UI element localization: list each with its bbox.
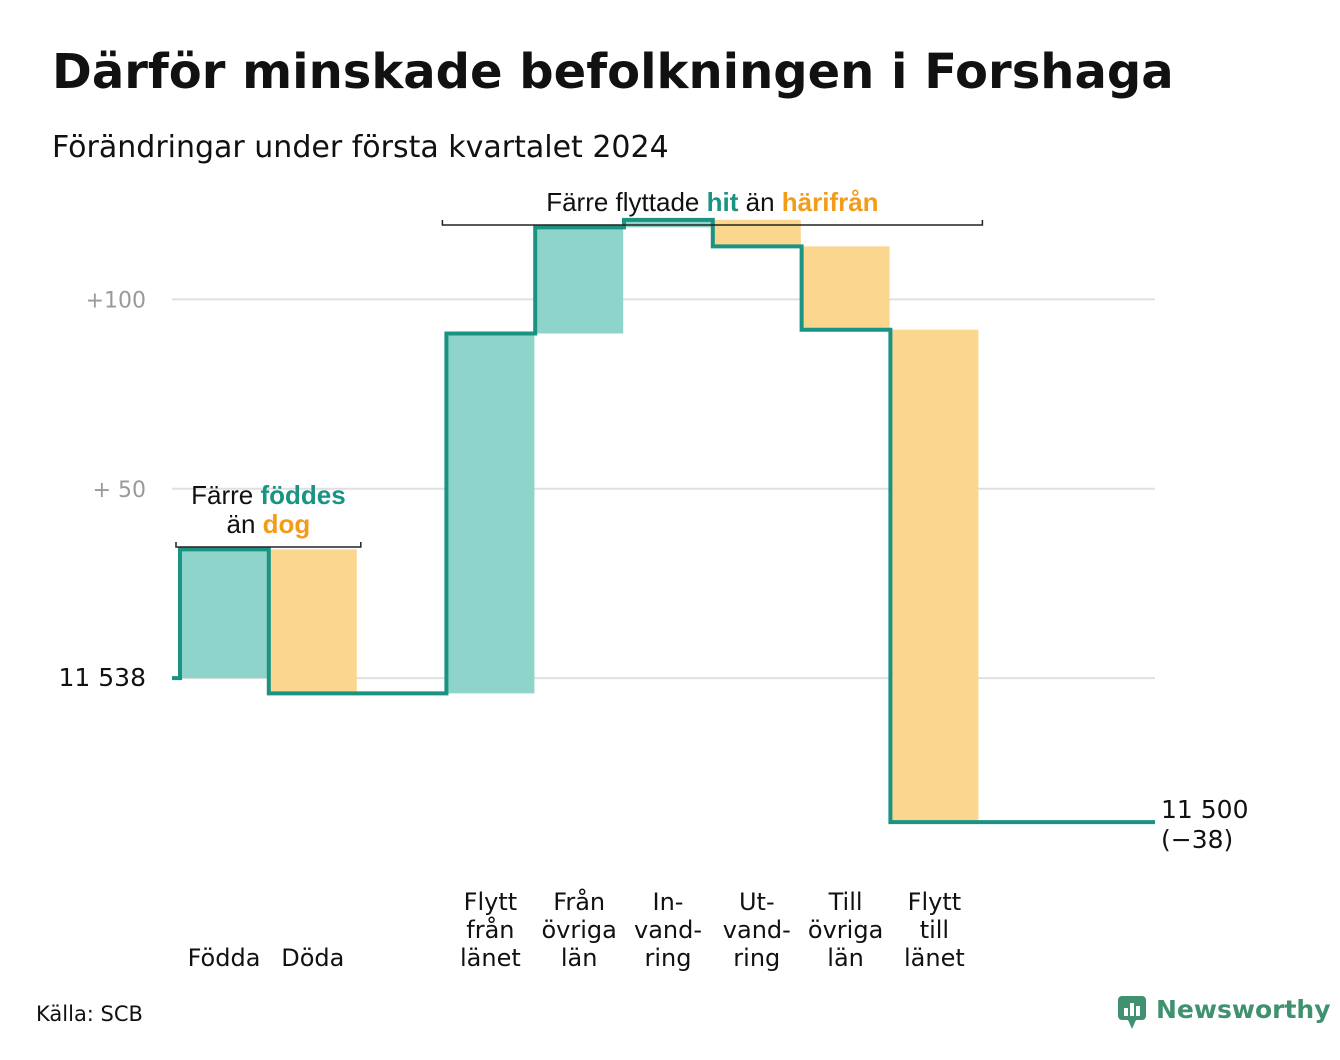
category-labels: Födda DödaFlyttfrånlänetFrånövrigalänIn-v…	[188, 887, 965, 972]
chart-subtitle: Förändringar under första kvartalet 2024	[52, 130, 669, 165]
source-note: Källa: SCB	[36, 1002, 143, 1026]
y-axis-ticks: 11 538 + 50 +100	[59, 288, 146, 692]
category-label: från	[466, 915, 514, 944]
bar-döda	[268, 549, 357, 694]
end-value-label: 11 500	[1161, 795, 1248, 824]
category-label: Födda	[188, 944, 261, 972]
annotation-text: Färre flyttade hit än härifrån	[546, 187, 878, 217]
y-tick-label: + 50	[93, 478, 146, 503]
bar-födda	[180, 549, 268, 679]
category-label: län	[561, 944, 598, 972]
annotation-segment: härifrån	[782, 187, 879, 217]
category-label: Flytt	[464, 888, 518, 916]
annotation-segment: föddes	[260, 480, 345, 510]
bar-tillövrigalän	[801, 246, 890, 330]
bars	[172, 217, 1155, 825]
annotation-segment: Färre	[191, 480, 260, 510]
annotation-text: än dog	[226, 509, 310, 539]
y-tick-label: 11 538	[59, 663, 146, 692]
category-label: Till	[828, 888, 863, 916]
category-label: Döda	[281, 944, 344, 972]
bar-frånövrigalän	[535, 227, 624, 334]
category-label: länet	[904, 944, 965, 972]
end-change-label: (−38)	[1161, 825, 1233, 854]
newsworthy-logo-icon	[1118, 996, 1146, 1029]
y-tick-label: +100	[86, 288, 146, 313]
category-label: vand-	[723, 916, 791, 944]
category-label: län	[827, 944, 864, 972]
newsworthy-logo: Newsworthy	[1118, 995, 1331, 1029]
annotation-segment: Färre flyttade	[546, 187, 706, 217]
category-label: övriga	[542, 916, 617, 944]
annotation-bracket	[175, 542, 362, 548]
annotation-segment: än	[738, 187, 781, 217]
annotation-segment: dog	[263, 509, 311, 539]
category-label: Från	[553, 887, 605, 916]
category-label: Ut-	[739, 888, 775, 916]
end-labels: 11 500(−38)	[1161, 795, 1248, 854]
annotation-segment: hit	[707, 187, 739, 217]
category-label: ring	[733, 944, 780, 972]
chart-title: Därför minskade befolkningen i Forshaga	[52, 44, 1174, 100]
bar-flyttfrånlänet	[446, 333, 535, 694]
annotation-text: Färre föddes	[191, 480, 346, 510]
annotation-bracket	[441, 220, 984, 226]
bar-invandring	[624, 219, 712, 228]
cumulative-step-line	[172, 217, 1155, 825]
category-label: Flytt	[908, 888, 962, 916]
category-label: vand-	[634, 916, 702, 944]
category-label: till	[920, 916, 949, 944]
annotation-segment: än	[226, 509, 262, 539]
bar-utvandring	[712, 219, 801, 247]
category-label: ring	[645, 944, 692, 972]
category-label: länet	[460, 944, 521, 972]
category-label: In-	[653, 888, 684, 916]
bar-flytttilllänet	[890, 329, 979, 823]
newsworthy-brand: Newsworthy	[1156, 995, 1331, 1024]
category-label: övriga	[808, 916, 883, 944]
